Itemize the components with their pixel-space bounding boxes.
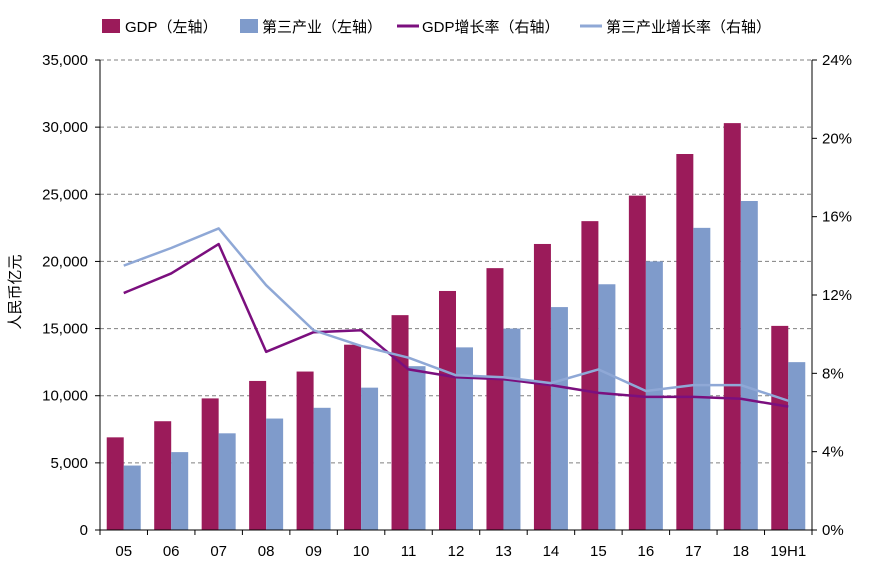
y-left-tick-label: 35,000 [42, 52, 88, 69]
legend: GDP（左轴） 第三产业（左轴） GDP增长率（右轴） 第三产业增长率（右轴） [102, 18, 771, 36]
x-tick-label: 09 [305, 543, 322, 560]
bar-tertiary [218, 433, 236, 530]
x-tick-label: 17 [685, 543, 702, 560]
bar-gdp [628, 195, 646, 530]
x-tick-label: 12 [448, 543, 465, 560]
bar-gdp [723, 123, 741, 530]
bar-gdp [154, 421, 172, 530]
y-left-tick-label: 5,000 [50, 455, 88, 472]
legend-gdp-swatch [102, 19, 120, 33]
bar-gdp [249, 380, 267, 530]
bar-gdp [296, 371, 314, 530]
x-tick-label: 19H1 [770, 543, 806, 560]
bar-gdp [676, 154, 694, 530]
bar-tertiary [550, 307, 568, 530]
bar-gdp [581, 221, 599, 530]
y-right-tick-label: 4% [822, 444, 844, 461]
y-right-tick-label: 0% [822, 522, 844, 539]
x-tick-label: 13 [495, 543, 512, 560]
y-left-tick-label: 10,000 [42, 388, 88, 405]
bar-tertiary [456, 347, 473, 530]
x-tick-label: 18 [732, 543, 749, 560]
x-tick-label: 05 [115, 543, 132, 560]
bar-gdp [439, 290, 456, 530]
y-left-tick-label: 25,000 [42, 186, 88, 203]
y-left-tick-label: 30,000 [42, 119, 88, 136]
y-right-tick-label: 24% [822, 52, 852, 69]
legend-gdp-label: GDP（左轴） [125, 19, 218, 36]
bar-tertiary [313, 407, 331, 530]
x-tick-label: 15 [590, 543, 607, 560]
y-right-tick-label: 12% [822, 287, 852, 304]
y-right-tick-label: 16% [822, 209, 852, 226]
bar-tertiary [171, 452, 189, 530]
y-left-tick-label: 0 [80, 522, 88, 539]
line-gdp-growth [123, 242, 789, 408]
y-right-tick-label: 20% [822, 130, 852, 147]
x-tick-label: 08 [258, 543, 275, 560]
bar-tertiary [266, 418, 284, 530]
axes: 0 5,000 10,000 15,000 20,000 25,000 30,000 35,0… [42, 52, 852, 560]
bar-tertiary [408, 366, 426, 530]
bar-gdp [391, 315, 409, 530]
bar-tertiary [740, 201, 758, 530]
x-tick-label: 14 [543, 543, 560, 560]
x-tick-label: 07 [210, 543, 227, 560]
bar-gdp [106, 437, 124, 530]
x-tick-label: 16 [638, 543, 655, 560]
legend-tertiary-label: 第三产业（左轴） [262, 18, 382, 36]
bar-tertiary [361, 387, 379, 530]
bar-tertiary [693, 227, 711, 530]
legend-tertiary-swatch [240, 19, 258, 33]
bar-gdp [533, 243, 551, 530]
bar-gdp [486, 268, 504, 530]
bar-tertiary [598, 284, 616, 530]
y-axis-label: 人民币亿元 [7, 254, 24, 329]
bar-tertiary [788, 362, 806, 530]
x-tick-label: 06 [163, 543, 180, 560]
x-tick-label: 11 [401, 543, 417, 560]
bar-gdp [771, 325, 789, 530]
legend-gdp-growth-label: GDP增长率（右轴） [422, 19, 560, 36]
bar-gdp [344, 344, 362, 530]
bar-tertiary [503, 328, 521, 530]
x-tick-label: 10 [353, 543, 370, 560]
y-left-tick-label: 20,000 [42, 253, 88, 270]
line-tertiary-growth [123, 227, 789, 402]
bar-tertiary [123, 465, 141, 530]
line-series [123, 227, 789, 408]
y-right-tick-label: 8% [822, 365, 844, 382]
bars [106, 123, 806, 530]
y-left-tick-label: 15,000 [42, 321, 88, 338]
legend-tertiary-growth-label: 第三产业增长率（右轴） [606, 18, 771, 36]
bar-gdp [201, 398, 219, 530]
